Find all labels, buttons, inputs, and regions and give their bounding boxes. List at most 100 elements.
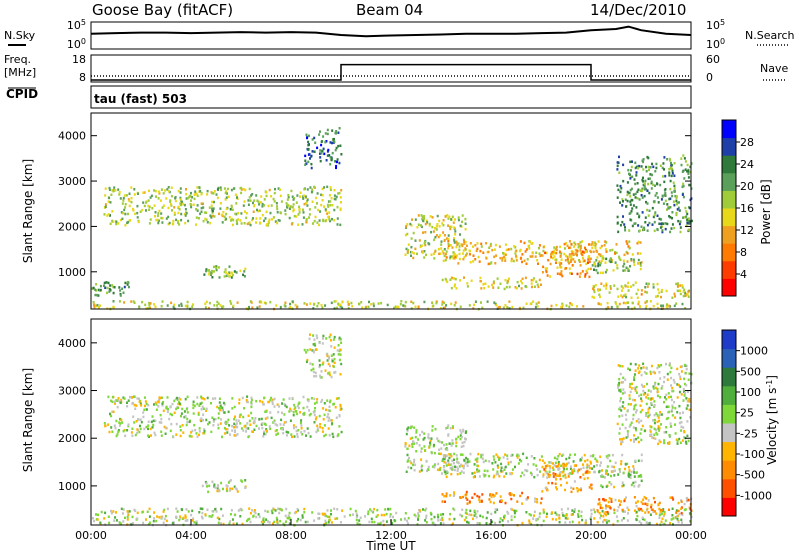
heatmap-cell	[639, 507, 642, 511]
heatmap-cell	[669, 422, 672, 425]
heatmap-cell	[239, 186, 242, 190]
heatmap-cell	[626, 242, 629, 245]
heatmap-cell	[315, 430, 318, 434]
heatmap-cell	[303, 188, 306, 191]
heatmap-cell	[186, 395, 189, 399]
heatmap-cell	[235, 219, 238, 222]
heatmap-cell	[649, 513, 652, 516]
heatmap-cell	[605, 521, 608, 524]
heatmap-cell	[164, 426, 167, 430]
heatmap-cell	[329, 200, 332, 203]
heatmap-cell	[120, 507, 123, 511]
heatmap-cell	[184, 304, 187, 308]
heatmap-cell	[626, 519, 629, 522]
heatmap-cell	[634, 222, 637, 225]
heatmap-cell	[633, 222, 636, 225]
heatmap-cell	[455, 245, 458, 249]
heatmap-cell	[122, 429, 125, 433]
heatmap-cell	[255, 221, 257, 224]
colorbar-tick-label: 12	[740, 224, 754, 237]
heatmap-cell	[302, 406, 305, 410]
heatmap-cell	[208, 271, 211, 275]
heatmap-cell	[633, 485, 636, 488]
heatmap-cell	[240, 427, 243, 430]
heatmap-cell	[663, 180, 666, 184]
heatmap-cell	[200, 206, 203, 210]
heatmap-cell	[226, 485, 229, 488]
heatmap-cell	[654, 170, 657, 173]
heatmap-cell	[577, 515, 580, 518]
heatmap-cell	[647, 499, 650, 502]
heatmap-cell	[585, 250, 587, 253]
heatmap-cell	[320, 152, 323, 155]
heatmap-cell	[234, 486, 237, 490]
heatmap-cell	[557, 460, 560, 464]
heatmap-cell	[192, 403, 195, 406]
heatmap-cell	[649, 430, 652, 433]
heatmap-cell	[572, 250, 575, 254]
heatmap-cell	[626, 252, 629, 255]
heatmap-cell	[111, 189, 114, 192]
heatmap-cell	[295, 510, 297, 514]
heatmap-cell	[242, 429, 245, 432]
heatmap-cell	[665, 430, 668, 434]
heatmap-cell	[466, 520, 468, 524]
heatmap-cell	[436, 437, 439, 440]
heatmap-cell	[504, 465, 507, 469]
heatmap-cell	[476, 494, 479, 498]
heatmap-cell	[550, 511, 553, 514]
heatmap-cell	[570, 249, 573, 253]
heatmap-cell	[576, 305, 578, 308]
heatmap-cell	[211, 200, 214, 204]
station-title: Goose Bay (fitACF)	[92, 1, 233, 19]
heatmap-cell	[311, 349, 314, 352]
heatmap-cell	[640, 383, 643, 387]
heatmap-cell	[530, 455, 533, 458]
heatmap-cell	[664, 188, 667, 191]
heatmap-cell	[642, 176, 644, 180]
heatmap-cell	[441, 472, 443, 475]
heatmap-cell	[642, 385, 644, 388]
heatmap-cell	[181, 424, 184, 427]
heatmap-cell	[441, 459, 444, 463]
heatmap-cell	[652, 165, 655, 169]
heatmap-cell	[664, 222, 667, 225]
heatmap-cell	[247, 414, 250, 417]
heatmap-cell	[507, 248, 510, 251]
heatmap-cell	[551, 253, 554, 256]
heatmap-cell	[635, 292, 638, 296]
heatmap-cell	[283, 402, 286, 406]
heatmap-cell	[113, 286, 116, 289]
heatmap-cell	[265, 429, 268, 433]
heatmap-cell	[645, 165, 647, 169]
freq-strip: Freq. [MHz] 18 8 60 0 Nave	[4, 53, 788, 84]
heatmap-cell	[585, 262, 588, 266]
heatmap-cell	[349, 513, 352, 517]
heatmap-cell	[306, 348, 309, 352]
heatmap-cell	[314, 407, 316, 410]
noise-strip: N.Sky N.Search 105 100 105 100	[4, 18, 795, 51]
heatmap-cell	[528, 519, 531, 522]
heatmap-cell	[498, 305, 501, 309]
heatmap-cell	[258, 305, 261, 308]
heatmap-cell	[566, 244, 569, 248]
heatmap-cell	[389, 513, 392, 516]
heatmap-cell	[457, 216, 460, 219]
heatmap-cell	[464, 217, 467, 221]
heatmap-cell	[221, 514, 224, 517]
heatmap-cell	[207, 422, 209, 426]
heatmap-cell	[555, 251, 558, 255]
heatmap-cell	[643, 495, 646, 499]
heatmap-cell	[292, 209, 295, 213]
heatmap-cell	[219, 186, 222, 189]
heatmap-cell	[427, 433, 430, 436]
heatmap-cell	[330, 339, 332, 342]
heatmap-cell	[268, 425, 271, 428]
heatmap-cell	[451, 215, 454, 219]
heatmap-cell	[176, 396, 178, 400]
heatmap-cell	[559, 477, 562, 481]
heatmap-cell	[194, 191, 197, 195]
heatmap-cell	[160, 216, 163, 220]
heatmap-cell	[687, 295, 690, 298]
heatmap-cell	[442, 513, 445, 516]
